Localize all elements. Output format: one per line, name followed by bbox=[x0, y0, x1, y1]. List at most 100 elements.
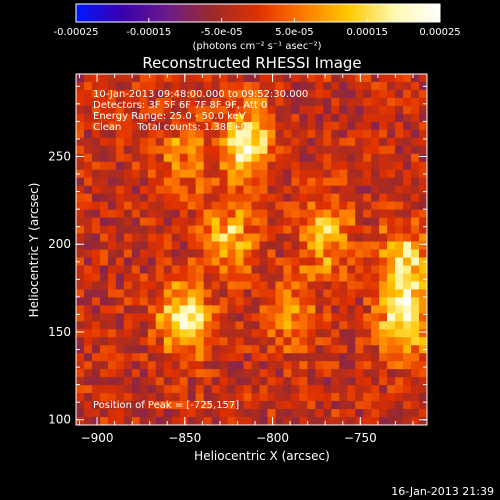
heatmap-cell bbox=[115, 417, 125, 425]
heatmap-cell bbox=[259, 81, 268, 91]
heatmap-cell bbox=[259, 209, 268, 218]
heatmap-cell bbox=[131, 145, 141, 155]
heatmap-cell bbox=[275, 401, 284, 410]
heatmap-cell bbox=[355, 241, 364, 250]
heatmap-cell bbox=[195, 353, 205, 362]
heatmap-cell bbox=[219, 345, 228, 354]
heatmap-cell bbox=[315, 209, 324, 218]
heatmap-cell bbox=[163, 393, 173, 402]
heatmap-cell bbox=[379, 113, 388, 123]
heatmap-cell bbox=[227, 217, 236, 226]
heatmap-cell bbox=[363, 185, 372, 195]
heatmap-cell bbox=[371, 97, 380, 107]
heatmap-cell bbox=[131, 74, 141, 83]
heatmap-cell bbox=[83, 97, 93, 107]
heatmap-cell bbox=[76, 337, 85, 346]
heatmap-cell bbox=[275, 361, 284, 370]
heatmap-cell bbox=[83, 257, 93, 266]
heatmap-cell bbox=[147, 401, 157, 410]
heatmap-cell bbox=[331, 153, 340, 163]
heatmap-cell bbox=[227, 97, 236, 107]
heatmap-cell bbox=[123, 153, 133, 163]
heatmap-cell bbox=[299, 153, 308, 163]
heatmap-cell bbox=[211, 193, 220, 203]
heatmap-cell bbox=[339, 417, 348, 425]
heatmap-cell bbox=[355, 321, 364, 330]
heatmap-cell bbox=[307, 345, 316, 354]
heatmap-cell bbox=[419, 385, 427, 394]
heatmap-cell bbox=[315, 169, 324, 179]
heatmap-cell bbox=[203, 169, 213, 179]
heatmap-cell bbox=[195, 97, 205, 107]
heatmap-cell bbox=[163, 185, 173, 195]
heatmap-cell bbox=[179, 385, 189, 394]
heatmap-cell bbox=[355, 233, 364, 242]
heatmap-cell bbox=[187, 105, 197, 115]
heatmap-cell bbox=[219, 265, 228, 274]
heatmap-cell bbox=[131, 193, 141, 203]
heatmap-cell bbox=[363, 121, 372, 131]
heatmap-cell bbox=[395, 209, 404, 218]
heatmap-cell bbox=[187, 257, 197, 266]
heatmap-cell bbox=[323, 385, 332, 394]
heatmap-cell bbox=[91, 281, 101, 290]
heatmap-cell bbox=[155, 273, 165, 282]
heatmap-cell bbox=[235, 305, 244, 314]
heatmap-cell bbox=[387, 89, 396, 99]
heatmap-cell bbox=[139, 401, 149, 410]
heatmap-cell bbox=[275, 241, 284, 250]
heatmap-cell bbox=[155, 257, 165, 266]
heatmap-cell bbox=[299, 393, 308, 402]
heatmap-cell bbox=[291, 305, 300, 314]
heatmap-cell bbox=[339, 201, 348, 211]
heatmap-cell bbox=[171, 241, 181, 250]
heatmap-cell bbox=[163, 265, 173, 274]
heatmap-cell bbox=[331, 145, 340, 155]
heatmap-cell bbox=[363, 145, 372, 155]
heatmap-cell bbox=[83, 217, 93, 226]
heatmap-cell bbox=[211, 353, 220, 362]
heatmap-cell bbox=[147, 145, 157, 155]
heatmap-cell bbox=[331, 89, 340, 99]
heatmap-cell bbox=[275, 313, 284, 322]
heatmap-cell bbox=[395, 273, 404, 282]
heatmap-cell bbox=[331, 201, 340, 211]
heatmap-cell bbox=[411, 417, 420, 425]
heatmap-cell bbox=[307, 281, 316, 290]
heatmap-cell bbox=[299, 345, 308, 354]
heatmap-cell bbox=[411, 313, 420, 322]
heatmap-cell bbox=[251, 145, 260, 155]
heatmap-cell bbox=[243, 409, 252, 418]
heatmap-cell bbox=[347, 241, 356, 250]
heatmap-cell bbox=[371, 329, 380, 338]
heatmap-cell bbox=[187, 89, 197, 99]
heatmap-cell bbox=[299, 337, 308, 346]
heatmap-cell bbox=[419, 281, 427, 290]
heatmap-cell bbox=[139, 177, 149, 187]
heatmap-cell bbox=[211, 177, 220, 187]
heatmap-cell bbox=[259, 225, 268, 234]
heatmap-cell bbox=[331, 137, 340, 147]
heatmap-cell bbox=[195, 137, 205, 147]
heatmap-cell bbox=[347, 265, 356, 274]
heatmap-cell bbox=[163, 353, 173, 362]
heatmap-cell bbox=[107, 233, 117, 242]
heatmap-cell bbox=[403, 337, 412, 346]
heatmap-cell bbox=[171, 129, 181, 139]
heatmap-cell bbox=[403, 169, 412, 179]
heatmap-cell bbox=[131, 329, 141, 338]
heatmap-cell bbox=[283, 225, 292, 234]
heatmap-cell bbox=[251, 89, 260, 99]
heatmap-cell bbox=[315, 129, 324, 139]
heatmap-cell bbox=[387, 393, 396, 402]
heatmap-cell bbox=[235, 321, 244, 330]
heatmap-cell bbox=[267, 241, 276, 250]
heatmap-cell bbox=[139, 337, 149, 346]
heatmap-cell bbox=[139, 369, 149, 378]
heatmap-cell bbox=[203, 417, 213, 425]
heatmap-cell bbox=[107, 361, 117, 370]
heatmap-cell bbox=[379, 401, 388, 410]
heatmap-cell bbox=[419, 329, 427, 338]
heatmap-cell bbox=[291, 249, 300, 258]
heatmap-cell bbox=[299, 177, 308, 187]
